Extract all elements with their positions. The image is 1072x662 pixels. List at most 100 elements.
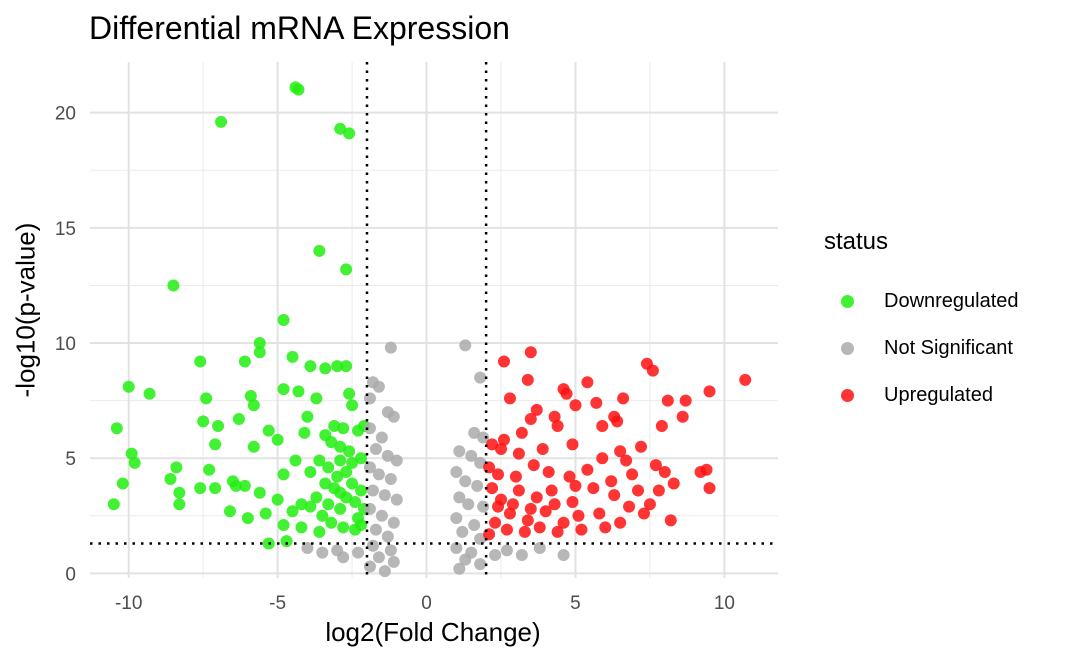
point-downregulated xyxy=(346,399,359,412)
point-upregulated xyxy=(530,403,543,416)
point-downregulated xyxy=(319,477,332,490)
point-downregulated xyxy=(343,387,356,400)
point-downregulated xyxy=(334,502,347,515)
point-downregulated xyxy=(322,461,335,474)
point-not-significant xyxy=(369,443,382,455)
point-downregulated xyxy=(310,392,323,405)
x-tick-label: 0 xyxy=(421,593,432,614)
point-downregulated xyxy=(232,413,245,426)
point-upregulated xyxy=(509,470,522,483)
point-downregulated xyxy=(289,454,302,467)
x-tick-label: -10 xyxy=(115,593,142,614)
point-downregulated xyxy=(277,383,290,396)
point-upregulated xyxy=(694,466,707,479)
point-upregulated xyxy=(542,466,555,479)
point-downregulated xyxy=(271,433,284,446)
point-downregulated xyxy=(209,482,222,495)
point-upregulated xyxy=(569,399,582,412)
point-not-significant xyxy=(366,484,379,497)
point-not-significant xyxy=(515,548,528,561)
point-downregulated xyxy=(173,486,186,499)
point-upregulated xyxy=(643,498,656,511)
point-upregulated xyxy=(497,355,510,368)
point-not-significant xyxy=(459,553,472,566)
point-not-significant xyxy=(378,489,391,502)
point-downregulated xyxy=(304,360,317,373)
point-not-significant xyxy=(474,532,487,545)
point-upregulated xyxy=(703,482,716,495)
legend-label-upregulated: Upregulated xyxy=(884,384,993,406)
point-downregulated xyxy=(298,426,311,439)
grid xyxy=(90,62,778,578)
point-not-significant xyxy=(372,468,385,481)
x-axis-label: log2(Fold Change) xyxy=(325,617,541,647)
point-upregulated xyxy=(599,521,612,534)
point-downregulated xyxy=(259,507,272,520)
point-upregulated xyxy=(581,376,594,389)
point-downregulated xyxy=(247,399,260,412)
point-not-significant xyxy=(316,546,329,559)
point-not-significant xyxy=(381,449,394,462)
point-downregulated xyxy=(194,355,207,368)
point-not-significant xyxy=(363,560,376,573)
point-downregulated xyxy=(262,424,275,437)
reference-lines xyxy=(90,62,778,578)
point-not-significant xyxy=(459,339,472,352)
point-downregulated xyxy=(125,447,138,460)
point-downregulated xyxy=(116,477,129,490)
point-downregulated xyxy=(164,472,177,485)
point-upregulated xyxy=(503,507,516,520)
point-not-significant xyxy=(378,565,391,578)
point-not-significant xyxy=(474,371,487,384)
y-tick-label: 20 xyxy=(55,104,76,125)
point-downregulated xyxy=(209,438,222,451)
point-upregulated xyxy=(503,392,516,405)
point-upregulated xyxy=(623,500,636,513)
point-downregulated xyxy=(277,468,290,481)
point-upregulated xyxy=(614,516,627,529)
point-downregulated xyxy=(238,355,251,368)
point-downregulated xyxy=(313,244,326,257)
legend-swatch-upregulated xyxy=(841,389,854,402)
point-downregulated xyxy=(355,452,368,465)
point-upregulated xyxy=(634,440,647,453)
y-tick-label: 10 xyxy=(55,334,76,355)
point-not-significant xyxy=(363,422,376,435)
point-upregulated xyxy=(533,521,546,534)
point-not-significant xyxy=(372,380,385,393)
point-downregulated xyxy=(295,521,308,534)
point-upregulated xyxy=(518,525,531,538)
point-upregulated xyxy=(497,433,510,446)
point-upregulated xyxy=(703,385,716,398)
point-downregulated xyxy=(110,422,123,435)
point-not-significant xyxy=(387,410,400,423)
point-upregulated xyxy=(575,523,588,536)
point-downregulated xyxy=(215,115,228,128)
point-downregulated xyxy=(286,350,299,363)
point-upregulated xyxy=(486,482,499,495)
point-upregulated xyxy=(596,452,609,465)
point-not-significant xyxy=(301,542,314,555)
point-upregulated xyxy=(614,445,627,458)
point-upregulated xyxy=(739,373,752,386)
point-upregulated xyxy=(506,498,519,511)
point-upregulated xyxy=(596,419,609,432)
point-not-significant xyxy=(450,466,463,479)
point-not-significant xyxy=(474,558,487,571)
point-upregulated xyxy=(536,443,549,455)
point-downregulated xyxy=(334,122,347,135)
point-upregulated xyxy=(566,438,579,451)
point-not-significant xyxy=(381,530,394,543)
point-upregulated xyxy=(646,364,659,377)
point-upregulated xyxy=(620,454,633,467)
point-downregulated xyxy=(167,279,180,292)
point-not-significant xyxy=(390,493,403,506)
point-downregulated xyxy=(334,486,347,499)
point-not-significant xyxy=(533,542,546,555)
point-upregulated xyxy=(593,507,606,520)
point-downregulated xyxy=(253,337,266,350)
point-not-significant xyxy=(352,546,365,559)
point-downregulated xyxy=(331,360,344,373)
point-downregulated xyxy=(334,440,347,453)
